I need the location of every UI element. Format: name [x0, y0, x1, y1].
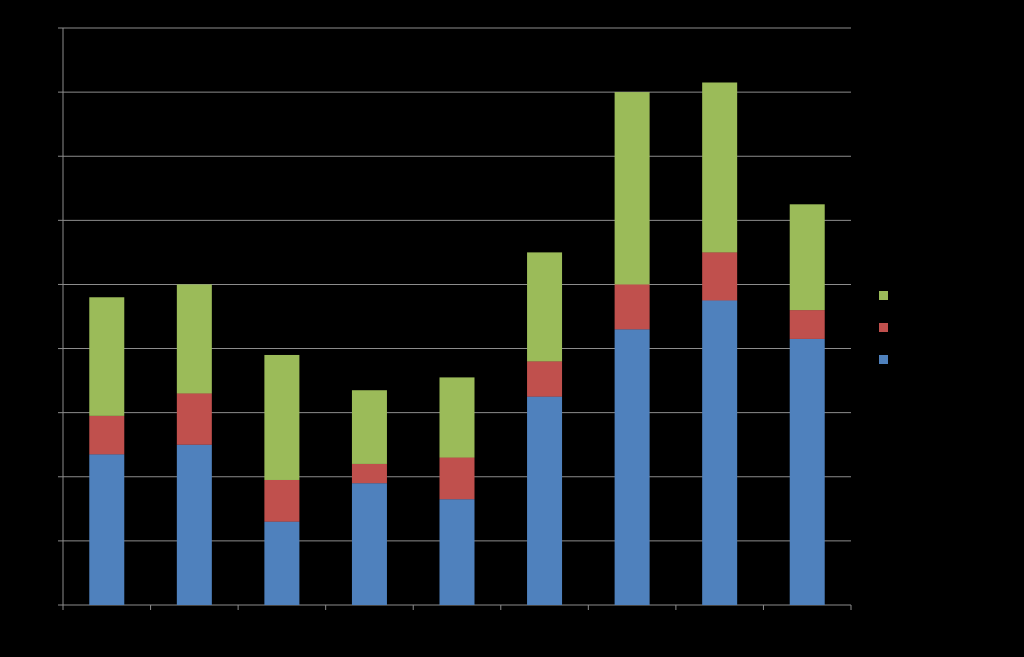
bar-segment-series-3	[527, 252, 563, 362]
bar-segment-series-1	[702, 300, 738, 605]
legend-marker-series-2	[879, 323, 888, 332]
legend-marker-series-3	[879, 291, 888, 300]
bar-segment-series-2	[351, 463, 387, 484]
bar-segment-series-2	[702, 252, 738, 301]
bar-segment-series-1	[89, 454, 125, 605]
bar-segment-series-1	[264, 521, 300, 605]
bar-segment-series-1	[439, 499, 475, 605]
legend	[879, 291, 888, 364]
bar-segment-series-2	[614, 284, 650, 330]
bar-segment-series-1	[789, 338, 825, 605]
bar-segment-series-2	[789, 310, 825, 339]
bar-segment-series-3	[89, 297, 125, 416]
bar-segment-series-1	[176, 444, 212, 605]
bar-segment-series-3	[351, 390, 387, 464]
bar-segment-series-3	[789, 204, 825, 311]
bar-segment-series-1	[351, 483, 387, 605]
legend-marker-series-1	[879, 355, 888, 364]
bar-segment-series-1	[527, 396, 563, 605]
bar-segment-series-3	[439, 377, 475, 458]
bars	[89, 82, 825, 605]
bar-segment-series-3	[614, 92, 650, 285]
bar-segment-series-2	[527, 361, 563, 397]
bar-segment-series-1	[614, 329, 650, 605]
bar-segment-series-2	[176, 393, 212, 445]
bar-segment-series-2	[439, 457, 475, 500]
bar-segment-series-3	[264, 354, 300, 480]
bar-segment-series-2	[89, 415, 125, 455]
bar-segment-series-2	[264, 479, 300, 522]
bar-segment-series-3	[176, 284, 212, 394]
bar-segment-series-3	[702, 82, 738, 253]
